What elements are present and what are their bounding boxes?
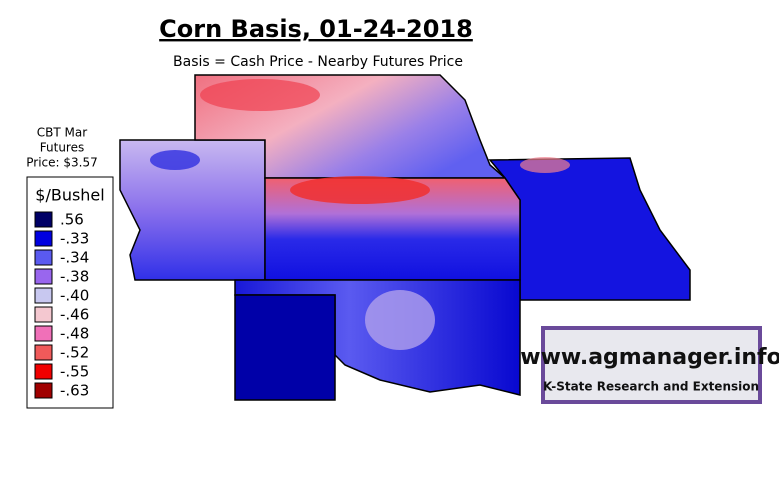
legend-label: -.38 [60, 268, 89, 286]
legend-swatch [34, 363, 53, 380]
legend-label: .56 [60, 211, 84, 229]
legend-label: -.52 [60, 344, 89, 362]
watermark: www.agmanager.info K-State Research and … [520, 326, 779, 404]
legend-swatch [34, 268, 53, 285]
legend-label: -.55 [60, 363, 89, 381]
legend-swatch [34, 382, 53, 399]
legend-label: -.33 [60, 230, 89, 248]
legend-swatch [34, 230, 53, 247]
legend-label: -.46 [60, 306, 89, 324]
legend-swatch [34, 325, 53, 342]
futures-line: Futures [40, 141, 84, 155]
light-area [365, 290, 435, 350]
legend-label: -.40 [60, 287, 89, 305]
subtitle: Basis = Cash Price - Nearby Futures Pric… [173, 54, 463, 70]
basis-blobs [150, 79, 570, 350]
legend-swatch [34, 211, 53, 228]
futures-line: Price: $3.57 [26, 156, 97, 170]
legend-swatch [34, 306, 53, 323]
legend-title: $/Bushel [35, 186, 104, 205]
legend-label: -.34 [60, 249, 89, 267]
title: Corn Basis, 01-24-2018 [159, 15, 473, 43]
kansas [264, 177, 521, 281]
legend: $/Bushel .56-.33-.34-.38-.40-.46-.48-.52… [26, 176, 114, 409]
futures-line: CBT Mar [37, 126, 87, 140]
watermark-box [541, 326, 762, 404]
legend-swatch [34, 287, 53, 304]
red-area [290, 176, 430, 204]
legend-swatch [34, 344, 53, 361]
legend-label: -.48 [60, 325, 89, 343]
legend-swatch [34, 249, 53, 266]
watermark-url: www.agmanager.info [520, 345, 779, 370]
texas-panhandle [234, 294, 336, 401]
futures-note: CBT Mar Futures Price: $3.57 [26, 126, 97, 170]
pink-area [520, 157, 570, 173]
legend-label: -.63 [60, 382, 89, 400]
red-area [200, 79, 320, 111]
blue-area [150, 150, 200, 170]
watermark-org: K-State Research and Extension [543, 380, 759, 394]
